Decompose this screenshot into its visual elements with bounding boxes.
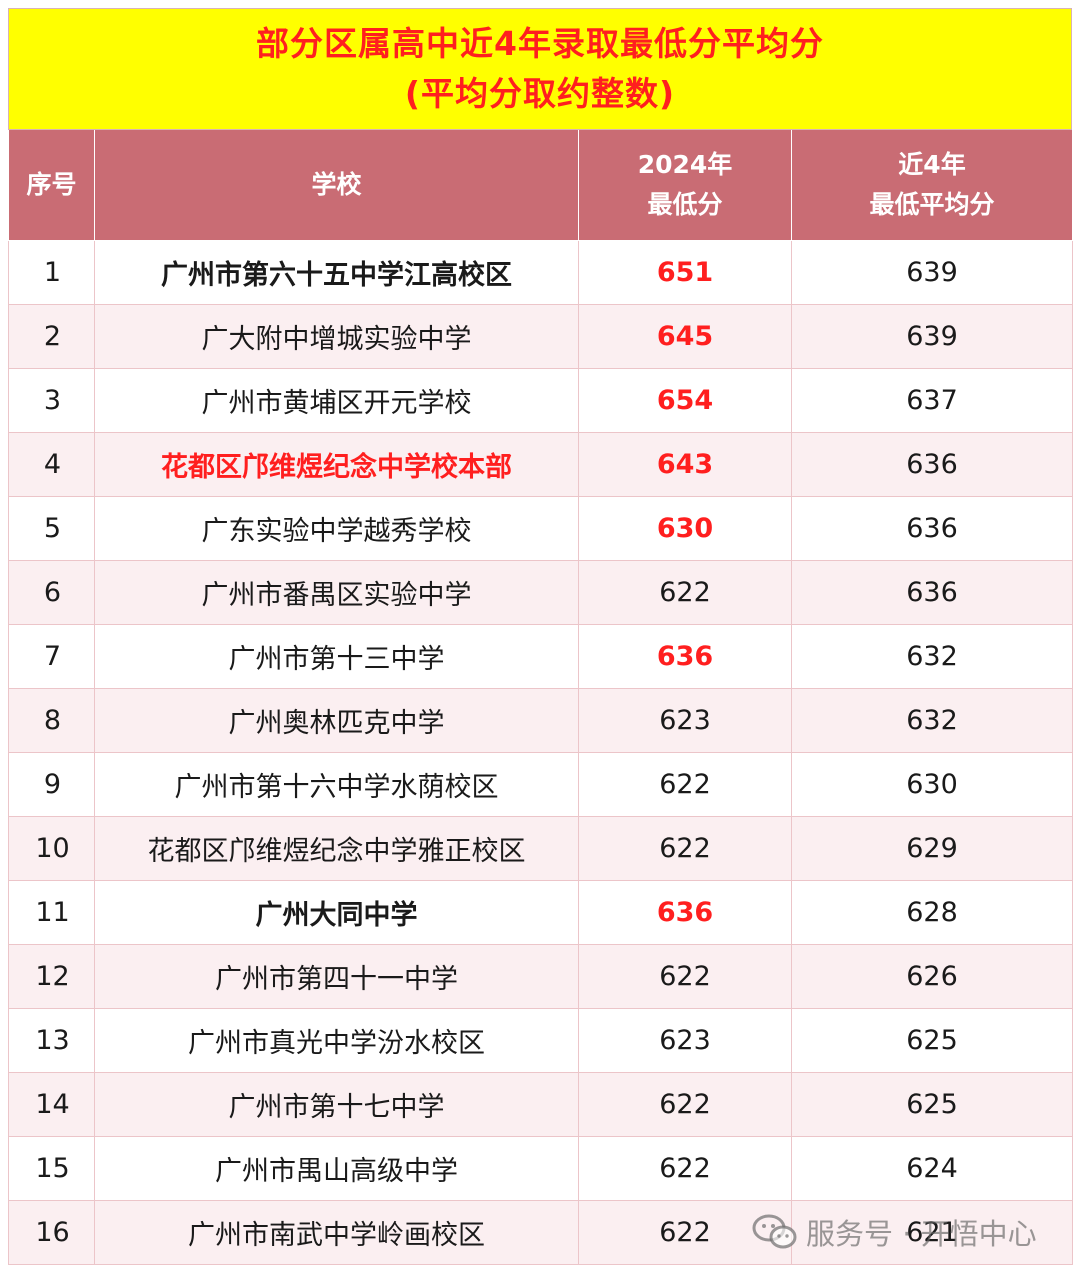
row-index: 9 bbox=[8, 752, 95, 817]
title-line-2: (平均分取约整数) bbox=[404, 74, 676, 113]
table-row: 4 花都区邝维煜纪念中学校本部 643 636 bbox=[8, 432, 1073, 497]
row-avg-4y: 624 bbox=[791, 1136, 1073, 1201]
header-school: 学校 bbox=[94, 130, 579, 241]
row-min-2024: 623 bbox=[578, 688, 792, 753]
row-school: 广州市第十七中学 bbox=[94, 1072, 579, 1137]
header-avg-4y-line1: 近4年 bbox=[898, 150, 966, 179]
row-avg-4y: 639 bbox=[791, 240, 1073, 305]
row-school: 广东实验中学越秀学校 bbox=[94, 496, 579, 561]
row-school: 广州大同中学 bbox=[94, 880, 579, 945]
table-row: 5 广东实验中学越秀学校 630 636 bbox=[8, 496, 1073, 561]
row-school: 广州市第六十五中学江高校区 bbox=[94, 240, 579, 305]
row-avg-4y: 626 bbox=[791, 944, 1073, 1009]
row-index: 12 bbox=[8, 944, 95, 1009]
table-row: 2 广大附中增城实验中学 645 639 bbox=[8, 304, 1073, 369]
row-school: 广州市第四十一中学 bbox=[94, 944, 579, 1009]
row-min-2024: 654 bbox=[578, 368, 792, 433]
row-index: 1 bbox=[8, 240, 95, 305]
row-school: 广州市第十三中学 bbox=[94, 624, 579, 689]
row-min-2024: 623 bbox=[578, 1008, 792, 1073]
wechat-icon bbox=[752, 1214, 798, 1250]
table-row: 15 广州市禺山高级中学 622 624 bbox=[8, 1136, 1073, 1201]
table-row: 9 广州市第十六中学水荫校区 622 630 bbox=[8, 752, 1073, 817]
header-index: 序号 bbox=[8, 130, 95, 241]
header-min-2024-line1: 2024年 bbox=[637, 150, 733, 179]
row-index: 13 bbox=[8, 1008, 95, 1073]
row-school: 广州市南武中学岭画校区 bbox=[94, 1200, 579, 1265]
row-school: 广州奥林匹克中学 bbox=[94, 688, 579, 753]
title-line-1: 部分区属高中近4年录取最低分平均分 bbox=[256, 24, 824, 63]
table-body: 1 广州市第六十五中学江高校区 651 639 2 广大附中增城实验中学 645 639 3 广州… bbox=[8, 240, 1073, 1265]
row-min-2024: 645 bbox=[578, 304, 792, 369]
table-row: 16 广州市南武中学岭画校区 622 621 bbox=[8, 1200, 1073, 1265]
row-avg-4y: 636 bbox=[791, 496, 1073, 561]
row-index: 8 bbox=[8, 688, 95, 753]
row-index: 10 bbox=[8, 816, 95, 881]
table-row: 11 广州大同中学 636 628 bbox=[8, 880, 1073, 945]
table-row: 8 广州奥林匹克中学 623 632 bbox=[8, 688, 1073, 753]
row-avg-4y: 636 bbox=[791, 560, 1073, 625]
title-banner: 部分区属高中近4年录取最低分平均分 (平均分取约整数) bbox=[8, 8, 1072, 130]
watermark: 服务号 · 开悟中心 bbox=[752, 1207, 1037, 1257]
row-avg-4y: 639 bbox=[791, 304, 1073, 369]
row-avg-4y: 632 bbox=[791, 624, 1073, 689]
header-min-2024: 2024年 最低分 bbox=[578, 130, 792, 241]
row-min-2024: 643 bbox=[578, 432, 792, 497]
header-row: 序号 学校 2024年 最低分 近4年 最低平均分 bbox=[8, 130, 1073, 241]
table-row: 14 广州市第十七中学 622 625 bbox=[8, 1072, 1073, 1137]
row-school: 广大附中增城实验中学 bbox=[94, 304, 579, 369]
row-avg-4y: 632 bbox=[791, 688, 1073, 753]
row-index: 16 bbox=[8, 1200, 95, 1265]
row-avg-4y: 621 bbox=[791, 1200, 1073, 1265]
header-min-2024-line2: 最低分 bbox=[647, 190, 723, 219]
row-avg-4y: 636 bbox=[791, 432, 1073, 497]
row-min-2024: 651 bbox=[578, 240, 792, 305]
row-avg-4y: 628 bbox=[791, 880, 1073, 945]
row-school: 广州市番禺区实验中学 bbox=[94, 560, 579, 625]
row-min-2024: 630 bbox=[578, 496, 792, 561]
row-index: 14 bbox=[8, 1072, 95, 1137]
row-index: 3 bbox=[8, 368, 95, 433]
header-avg-4y-line2: 最低平均分 bbox=[869, 190, 995, 219]
row-avg-4y: 625 bbox=[791, 1072, 1073, 1137]
row-min-2024: 622 bbox=[578, 560, 792, 625]
row-school: 花都区邝维煜纪念中学校本部 bbox=[94, 432, 579, 497]
row-school: 广州市禺山高级中学 bbox=[94, 1136, 579, 1201]
row-min-2024: 636 bbox=[578, 624, 792, 689]
row-avg-4y: 637 bbox=[791, 368, 1073, 433]
row-min-2024: 622 bbox=[578, 944, 792, 1009]
row-index: 6 bbox=[8, 560, 95, 625]
row-school: 广州市真光中学汾水校区 bbox=[94, 1008, 579, 1073]
row-school: 广州市第十六中学水荫校区 bbox=[94, 752, 579, 817]
header-avg-4y: 近4年 最低平均分 bbox=[791, 130, 1073, 241]
table-row: 7 广州市第十三中学 636 632 bbox=[8, 624, 1073, 689]
watermark-text: 服务号 · 开悟中心 bbox=[806, 1217, 1037, 1251]
table-row: 10 花都区邝维煜纪念中学雅正校区 622 629 bbox=[8, 816, 1073, 881]
row-min-2024: 622 bbox=[578, 752, 792, 817]
table-row: 3 广州市黄埔区开元学校 654 637 bbox=[8, 368, 1073, 433]
row-min-2024: 622 bbox=[578, 816, 792, 881]
row-avg-4y: 629 bbox=[791, 816, 1073, 881]
table-row: 6 广州市番禺区实验中学 622 636 bbox=[8, 560, 1073, 625]
table-row: 1 广州市第六十五中学江高校区 651 639 bbox=[8, 240, 1073, 305]
row-index: 11 bbox=[8, 880, 95, 945]
row-school: 广州市黄埔区开元学校 bbox=[94, 368, 579, 433]
score-table: 序号 学校 2024年 最低分 近4年 最低平均分 1 广州市第六十五中学江高校区… bbox=[8, 130, 1073, 1265]
table-row: 12 广州市第四十一中学 622 626 bbox=[8, 944, 1073, 1009]
row-min-2024: 622 bbox=[578, 1136, 792, 1201]
row-index: 5 bbox=[8, 496, 95, 561]
row-avg-4y: 625 bbox=[791, 1008, 1073, 1073]
table-row: 13 广州市真光中学汾水校区 623 625 bbox=[8, 1008, 1073, 1073]
row-index: 15 bbox=[8, 1136, 95, 1201]
row-index: 2 bbox=[8, 304, 95, 369]
row-index: 7 bbox=[8, 624, 95, 689]
score-table-sheet: 部分区属高中近4年录取最低分平均分 (平均分取约整数) 序号 学校 2024年 … bbox=[8, 8, 1073, 1265]
row-school: 花都区邝维煜纪念中学雅正校区 bbox=[94, 816, 579, 881]
row-index: 4 bbox=[8, 432, 95, 497]
row-min-2024: 622 bbox=[578, 1072, 792, 1137]
row-avg-4y: 630 bbox=[791, 752, 1073, 817]
row-min-2024: 636 bbox=[578, 880, 792, 945]
